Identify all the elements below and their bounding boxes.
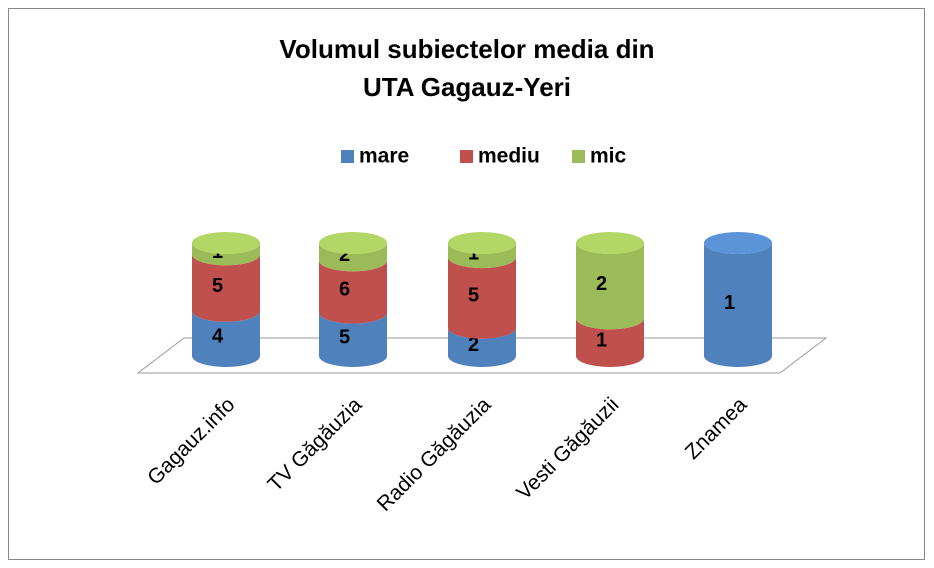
cylinder-segment: [448, 327, 516, 367]
cylinder-cap: [448, 232, 516, 254]
data-label: 1: [596, 329, 607, 351]
data-label: 5: [212, 275, 223, 297]
cylinder-cap: [576, 232, 644, 254]
cylinder-segment: [192, 310, 260, 367]
chart-title: Volumul subiectelor media din UTA Gagauz…: [279, 34, 655, 102]
legend-label: mic: [590, 145, 627, 168]
cylinder-segment: [448, 243, 516, 269]
cylinder-segment: [319, 243, 387, 272]
cylinder-segment: [319, 312, 387, 367]
cylinder-segment: [192, 243, 260, 266]
cylinder-segment: [319, 260, 387, 324]
data-label: 2: [339, 244, 350, 266]
data-label: 5: [468, 285, 479, 307]
legend-label: mare: [359, 145, 409, 168]
cylinder-segment: [576, 243, 644, 330]
data-label: 4: [212, 326, 224, 348]
cylinder-segment: [704, 243, 772, 367]
legend-swatch: [572, 150, 585, 163]
cylinder-segment: [448, 257, 516, 339]
data-label: 2: [596, 273, 607, 295]
data-label: 1: [724, 292, 735, 314]
cylinder-cap: [319, 232, 387, 254]
cylinder-segment: [192, 254, 260, 322]
cylinder-cap: [192, 232, 260, 254]
legend-swatch: [460, 150, 473, 163]
legend-label: mediu: [478, 145, 540, 168]
cylinder-segment: [576, 318, 644, 367]
cylinder-cap: [704, 232, 772, 254]
data-label: 2: [468, 334, 479, 356]
data-label: 6: [339, 279, 350, 301]
data-label: 5: [339, 327, 350, 349]
legend-swatch: [341, 150, 354, 163]
